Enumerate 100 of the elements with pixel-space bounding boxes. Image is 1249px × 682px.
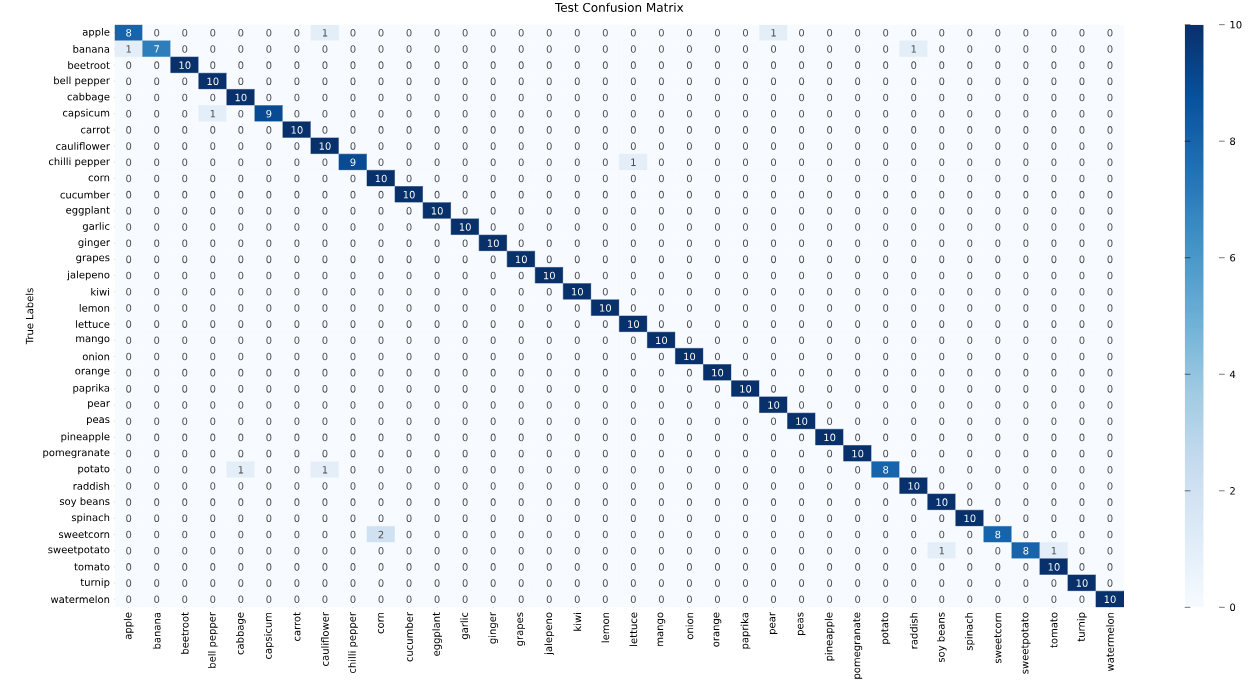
data-label: 0 bbox=[686, 563, 692, 571]
data-label: 0 bbox=[238, 271, 244, 280]
data-label: 0 bbox=[1107, 45, 1113, 53]
data-label: 0 bbox=[462, 530, 468, 539]
y-tick-label: soy beans bbox=[59, 497, 110, 507]
data-label: 0 bbox=[154, 287, 160, 296]
data-label: 0 bbox=[182, 498, 188, 506]
data-label: 0 bbox=[210, 271, 216, 280]
data-label: 0 bbox=[771, 320, 777, 328]
data-label: 0 bbox=[1107, 207, 1113, 215]
data-label: 0 bbox=[126, 433, 132, 442]
data-label: 0 bbox=[630, 368, 636, 377]
data-label: 0 bbox=[714, 352, 720, 361]
data-label: 0 bbox=[630, 239, 636, 247]
data-label: 0 bbox=[378, 304, 384, 312]
data-label: 0 bbox=[490, 45, 496, 53]
data-label: 0 bbox=[518, 190, 524, 199]
data-label: 0 bbox=[714, 255, 720, 264]
data-label: 0 bbox=[995, 514, 1001, 523]
data-label: 0 bbox=[546, 514, 552, 523]
data-label: 0 bbox=[771, 207, 777, 215]
data-label: 0 bbox=[855, 336, 861, 345]
data-label: 0 bbox=[322, 45, 328, 53]
data-label: 0 bbox=[799, 401, 805, 409]
data-label: 0 bbox=[406, 142, 412, 150]
data-label: 0 bbox=[378, 352, 384, 361]
data-label: 0 bbox=[967, 546, 973, 555]
data-label: 0 bbox=[378, 417, 384, 425]
y-tick-label: chilli pepper bbox=[48, 157, 110, 168]
data-label: 0 bbox=[686, 482, 692, 490]
data-label: 0 bbox=[406, 417, 412, 425]
data-label: 0 bbox=[322, 482, 328, 490]
data-label: 10 bbox=[768, 401, 780, 409]
data-label: 0 bbox=[126, 368, 132, 377]
data-label: 0 bbox=[350, 401, 356, 409]
data-label: 0 bbox=[238, 514, 244, 523]
data-label: 0 bbox=[154, 514, 160, 523]
data-label: 0 bbox=[827, 223, 833, 231]
data-label: 0 bbox=[686, 239, 692, 247]
data-label: 1 bbox=[322, 466, 328, 474]
data-label: 0 bbox=[714, 579, 720, 587]
data-label: 0 bbox=[154, 158, 160, 167]
data-label: 0 bbox=[855, 239, 861, 247]
data-label: 0 bbox=[855, 579, 861, 587]
data-label: 0 bbox=[602, 546, 608, 555]
data-label: 0 bbox=[630, 109, 636, 118]
data-label: 0 bbox=[574, 142, 580, 150]
data-label: 0 bbox=[490, 352, 496, 361]
data-label: 0 bbox=[1107, 368, 1113, 377]
y-tick-label: grapes bbox=[76, 255, 110, 264]
data-label: 0 bbox=[322, 174, 328, 183]
data-label: 0 bbox=[630, 449, 636, 458]
data-label: 0 bbox=[1051, 368, 1057, 377]
data-label: 0 bbox=[686, 595, 692, 604]
data-label: 0 bbox=[490, 530, 496, 539]
data-label: 0 bbox=[490, 465, 496, 474]
data-label: 0 bbox=[883, 320, 889, 328]
data-label: 0 bbox=[350, 174, 356, 183]
data-label: 0 bbox=[771, 174, 777, 183]
data-label: 0 bbox=[771, 190, 777, 199]
data-label: 0 bbox=[799, 142, 805, 150]
data-label: 0 bbox=[995, 498, 1001, 506]
data-label: 0 bbox=[995, 45, 1001, 53]
data-label: 0 bbox=[518, 320, 524, 328]
data-label: 0 bbox=[658, 207, 664, 215]
y-tick-label: lemon bbox=[79, 304, 110, 312]
data-label: 0 bbox=[406, 61, 412, 69]
data-label: 0 bbox=[182, 142, 188, 150]
data-label: 0 bbox=[210, 207, 216, 215]
data-label: 0 bbox=[799, 385, 805, 393]
data-label: 0 bbox=[406, 352, 412, 361]
data-label: 0 bbox=[154, 482, 160, 490]
data-label: 0 bbox=[238, 28, 244, 37]
data-label: 0 bbox=[266, 255, 272, 264]
data-label: 0 bbox=[378, 239, 384, 247]
data-label: 0 bbox=[546, 190, 552, 199]
data-label: 0 bbox=[1107, 498, 1113, 506]
data-label: 0 bbox=[266, 158, 272, 167]
data-label: 0 bbox=[630, 579, 636, 587]
data-label: 0 bbox=[154, 579, 160, 587]
data-label: 0 bbox=[855, 126, 861, 134]
data-label: 0 bbox=[350, 368, 356, 377]
data-label: 0 bbox=[1079, 320, 1085, 328]
data-label: 0 bbox=[742, 142, 749, 150]
data-label: 0 bbox=[967, 77, 973, 86]
data-label: 0 bbox=[827, 190, 833, 199]
data-label: 0 bbox=[939, 223, 945, 231]
x-tick-label: mango bbox=[657, 612, 666, 646]
data-label: 0 bbox=[406, 514, 412, 523]
data-label: 0 bbox=[266, 336, 272, 345]
data-label: 0 bbox=[714, 61, 720, 69]
data-label: 0 bbox=[967, 465, 973, 474]
data-label: 0 bbox=[911, 433, 917, 442]
data-label: 0 bbox=[378, 255, 384, 264]
data-label: 0 bbox=[827, 77, 833, 86]
data-label: 0 bbox=[378, 368, 384, 377]
data-label: 0 bbox=[1107, 287, 1113, 296]
data-label: 0 bbox=[630, 563, 636, 571]
data-label: 0 bbox=[658, 530, 664, 539]
data-label: 0 bbox=[1023, 449, 1029, 458]
